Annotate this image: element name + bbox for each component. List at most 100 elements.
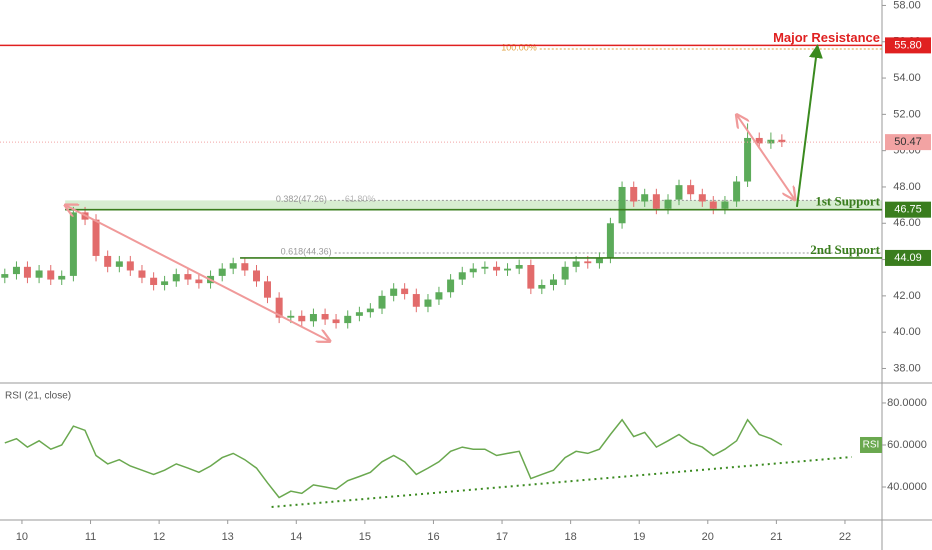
candle-body bbox=[767, 139, 775, 144]
candle-body bbox=[664, 199, 672, 209]
candle-body bbox=[138, 270, 146, 278]
y-tick-label: 46.00 bbox=[893, 217, 921, 229]
candle-body bbox=[721, 201, 729, 209]
candle-body bbox=[549, 279, 557, 285]
candle-body bbox=[447, 279, 455, 293]
candle-body bbox=[412, 294, 420, 307]
candle-body bbox=[126, 261, 134, 271]
arrow bbox=[737, 115, 795, 200]
candle-body bbox=[675, 185, 683, 200]
fib-label: 61.80% bbox=[345, 194, 376, 204]
candle-body bbox=[184, 274, 192, 280]
candle-body bbox=[595, 257, 603, 264]
x-tick-label: 11 bbox=[85, 531, 96, 543]
fib-label: 100.00% bbox=[501, 42, 537, 52]
level-tag bbox=[885, 134, 931, 151]
level-name: 2nd Support bbox=[810, 242, 880, 257]
rsi-title: RSI (21, close) bbox=[5, 391, 71, 402]
candle-body bbox=[355, 312, 363, 316]
candle-body bbox=[572, 261, 580, 267]
level-tag bbox=[885, 249, 931, 266]
candle-body bbox=[263, 281, 271, 298]
x-tick-label: 16 bbox=[427, 531, 439, 543]
rsi-tag-label: RSI bbox=[863, 440, 880, 451]
x-tick-label: 21 bbox=[770, 531, 782, 543]
candle-body bbox=[469, 268, 477, 273]
candle-body bbox=[687, 185, 695, 195]
y-tick-label: 40.00 bbox=[893, 326, 921, 338]
support-zone bbox=[65, 200, 882, 210]
candle-body bbox=[161, 281, 169, 285]
x-tick-label: 14 bbox=[290, 531, 302, 543]
candle-body bbox=[1, 274, 9, 278]
candle-body bbox=[366, 308, 374, 313]
rsi-tick-label: 80.0000 bbox=[887, 397, 927, 409]
x-tick-label: 10 bbox=[16, 531, 28, 543]
candle-body bbox=[378, 295, 386, 309]
candle-body bbox=[287, 315, 295, 318]
candle-body bbox=[493, 266, 501, 271]
candle-body bbox=[641, 194, 649, 202]
y-tick-label: 58.00 bbox=[893, 0, 921, 11]
candle-body bbox=[23, 266, 31, 278]
x-tick-label: 19 bbox=[633, 531, 645, 543]
y-tick-label: 38.00 bbox=[893, 362, 921, 374]
fib-label: 0.618(44.36) bbox=[281, 246, 332, 256]
y-tick-label: 52.00 bbox=[893, 108, 921, 120]
level-tag-label: 55.80 bbox=[894, 39, 922, 51]
candle-body bbox=[538, 284, 546, 289]
candle-body bbox=[698, 194, 706, 202]
candle-body bbox=[150, 277, 158, 285]
x-tick-label: 22 bbox=[839, 531, 851, 543]
candle-body bbox=[92, 219, 100, 256]
candle-body bbox=[218, 268, 226, 276]
level-tag-label: 46.75 bbox=[894, 204, 922, 216]
y-tick-label: 48.00 bbox=[893, 181, 921, 193]
candle-body bbox=[58, 275, 66, 280]
x-tick-label: 13 bbox=[222, 531, 234, 543]
candle-body bbox=[527, 265, 535, 289]
candle-body bbox=[321, 314, 329, 320]
candle-body bbox=[630, 186, 638, 202]
candle-body bbox=[104, 255, 112, 267]
candle-body bbox=[390, 288, 398, 296]
rsi-tag bbox=[860, 436, 882, 453]
x-tick-label: 18 bbox=[565, 531, 577, 543]
candle-body bbox=[458, 272, 466, 280]
x-tick-label: 15 bbox=[359, 531, 371, 543]
arrow bbox=[65, 205, 330, 341]
rsi-tick-label: 60.0000 bbox=[887, 439, 927, 451]
fib-label: 0.382(47.26) bbox=[276, 194, 327, 204]
level-tag-label: 44.09 bbox=[894, 252, 922, 264]
level-name: Major Resistance bbox=[773, 30, 880, 45]
candle-body bbox=[12, 266, 20, 275]
candle-body bbox=[69, 212, 77, 276]
y-tick-label: 54.00 bbox=[893, 72, 921, 84]
x-tick-label: 17 bbox=[496, 531, 508, 543]
rsi-trendline bbox=[271, 455, 852, 508]
candle-body bbox=[309, 314, 317, 322]
level-tag bbox=[885, 201, 931, 218]
candle-body bbox=[778, 139, 786, 143]
candle-body bbox=[47, 270, 55, 280]
candle-body bbox=[229, 263, 237, 269]
candle-body bbox=[344, 315, 352, 324]
candle-body bbox=[195, 279, 203, 284]
candle-body bbox=[744, 137, 752, 182]
candle-body bbox=[481, 266, 489, 269]
y-tick-label: 42.00 bbox=[893, 290, 921, 302]
candle-body bbox=[424, 299, 432, 307]
candle-body bbox=[561, 266, 569, 280]
candle-body bbox=[35, 270, 43, 278]
rsi-line bbox=[4, 418, 783, 499]
candle-body bbox=[241, 263, 249, 271]
candle-body bbox=[733, 181, 741, 202]
x-tick-label: 20 bbox=[702, 531, 714, 543]
candle-body bbox=[606, 223, 614, 258]
candle-body bbox=[115, 261, 123, 267]
x-tick-label: 12 bbox=[153, 531, 165, 543]
candle-body bbox=[253, 270, 261, 282]
candle-body bbox=[709, 201, 717, 209]
